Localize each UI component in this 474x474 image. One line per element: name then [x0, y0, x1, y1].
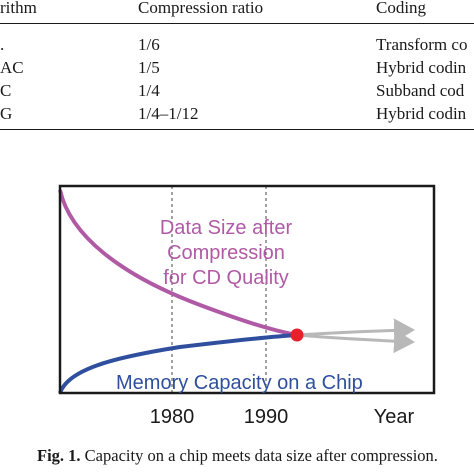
table-cell-algorithm: C	[0, 81, 12, 100]
x-tick-1990: 1990	[244, 406, 289, 428]
data-size-label-line1: Data Size after	[160, 217, 293, 239]
table-cell-ratio: 1/4	[138, 81, 160, 100]
intersection-marker	[290, 328, 304, 342]
figure-caption-text: Capacity on a chip meets data size after…	[84, 446, 438, 465]
figure-caption: Fig. 1. Capacity on a chip meets data si…	[37, 446, 474, 466]
table-cell-ratio: 1/6	[138, 35, 160, 54]
memory-capacity-curve	[58, 333, 298, 394]
data-size-label-line2: Compression	[167, 242, 285, 264]
plot-frame	[58, 184, 436, 395]
table-header-rule	[0, 23, 474, 24]
data-size-label-line3: for CD Quality	[163, 267, 289, 289]
table-bottom-rule	[0, 129, 474, 130]
table-cell-algorithm: AC	[0, 58, 24, 77]
table-cell-coding: Hybrid codin	[376, 104, 467, 123]
table-cell-coding: Subband cod	[376, 81, 465, 100]
extension-arrow-lower	[296, 329, 415, 354]
table-cell-ratio: 1/4–1/12	[138, 104, 199, 123]
x-axis-label: Year	[374, 406, 415, 428]
figure-caption-label: Fig. 1.	[37, 446, 81, 465]
figure-diagram: Data Size after Compression for CD Quali…	[58, 184, 436, 428]
memory-capacity-label: Memory Capacity on a Chip	[116, 372, 363, 394]
table-cell-coding: Hybrid codin	[376, 58, 467, 77]
table-cell-ratio: 1/5	[138, 58, 160, 77]
table-header-coding: Coding	[376, 0, 427, 17]
table-header-algorithm: rithm	[0, 0, 37, 17]
x-tick-1980: 1980	[150, 406, 195, 428]
extension-arrow-upper	[296, 318, 415, 343]
data-size-curve	[58, 189, 298, 337]
table-cell-algorithm: .	[0, 35, 5, 54]
table-header-compression-ratio: Compression ratio	[138, 0, 264, 17]
table-cell-algorithm: G	[0, 104, 13, 123]
table-cell-coding: Transform co	[376, 35, 468, 54]
